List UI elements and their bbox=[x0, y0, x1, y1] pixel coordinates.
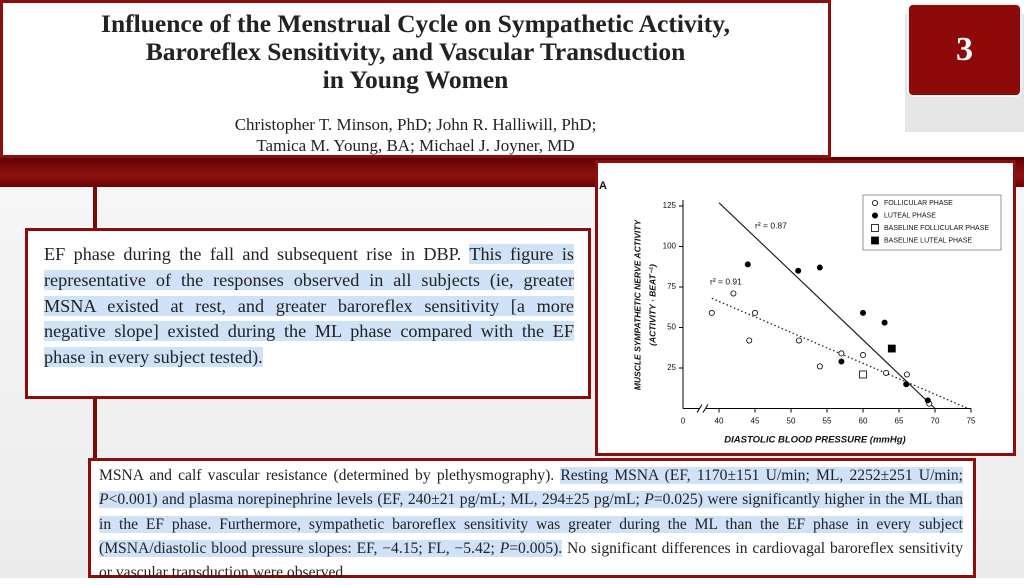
fit-line bbox=[718, 202, 936, 409]
legend-label: LUTEAL PHASE bbox=[884, 212, 936, 219]
panel-label: A bbox=[599, 180, 607, 192]
legend-marker bbox=[871, 236, 879, 245]
data-point bbox=[816, 363, 823, 370]
data-point bbox=[881, 319, 888, 326]
data-point bbox=[859, 370, 867, 379]
x-tick-label: 60 bbox=[859, 417, 868, 426]
y-tick-label: 50 bbox=[667, 323, 676, 332]
x-tick-label: 40 bbox=[715, 417, 724, 426]
legend-label: BASELINE FOLLICULAR PHASE bbox=[884, 225, 989, 232]
excerpt: MSNA and calf vascular resistance (deter… bbox=[88, 458, 976, 582]
author-line: Tamica M. Young, BA; Michael J. Joyner, … bbox=[256, 136, 575, 155]
title-line: Baroreflex Sensitivity, and Vascular Tra… bbox=[145, 37, 686, 66]
axis-break bbox=[702, 404, 709, 413]
authors: Christopher T. Minson, PhD; John R. Hall… bbox=[3, 114, 828, 156]
y-axis-label: (ACTIVITY · BEAT⁻¹) bbox=[647, 264, 657, 346]
data-point bbox=[744, 261, 751, 268]
y-axis-label: MUSCLE SYMPATHETIC NERVE ACTIVITY bbox=[632, 219, 642, 391]
data-point bbox=[730, 290, 737, 297]
text: No significant differences in cardiovaga… bbox=[99, 539, 963, 582]
legend-marker bbox=[871, 224, 879, 232]
highlighted-text: P bbox=[99, 491, 109, 509]
excerpt: EF phase during the fall and subsequent … bbox=[25, 228, 591, 399]
highlighted-text: =0.005). bbox=[509, 539, 563, 557]
y-tick-label: 125 bbox=[663, 201, 677, 210]
paper-title: Influence of the Menstrual Cycle on Symp… bbox=[3, 10, 828, 94]
y-tick-label: 100 bbox=[663, 242, 677, 251]
legend-label: FOLLICULAR PHASE bbox=[884, 200, 953, 207]
data-point bbox=[887, 344, 896, 353]
x-tick-label: 55 bbox=[823, 417, 832, 426]
text: EF phase during the fall and subsequent … bbox=[44, 244, 470, 264]
x-tick-label: 70 bbox=[931, 417, 940, 426]
legend: FOLLICULAR PHASE LUTEAL PHASE BASELINE FOL… bbox=[862, 194, 1002, 251]
annotation: r² = 0.91 bbox=[710, 276, 742, 286]
axis-break bbox=[696, 404, 703, 413]
title-line: Influence of the Menstrual Cycle on Symp… bbox=[101, 9, 730, 38]
legend-label: BASELINE LUTEAL PHASE bbox=[884, 237, 972, 244]
legend-marker bbox=[872, 199, 879, 206]
data-point bbox=[795, 337, 802, 344]
text: MSNA and calf vascular resistance (deter… bbox=[99, 467, 561, 484]
data-point bbox=[816, 264, 823, 271]
data-point bbox=[903, 381, 910, 388]
data-point bbox=[795, 267, 802, 274]
x-tick-label: 65 bbox=[895, 417, 904, 426]
x-tick-label: 45 bbox=[751, 417, 760, 426]
legend-frame bbox=[862, 194, 1002, 251]
x-tick-label: 75 bbox=[967, 417, 976, 426]
data-point bbox=[883, 369, 890, 376]
title-line: in Young Women bbox=[322, 65, 509, 94]
data-point bbox=[860, 352, 867, 359]
data-point bbox=[708, 309, 715, 316]
y-tick-label: 25 bbox=[667, 363, 676, 372]
highlighted-text: P bbox=[499, 539, 510, 557]
highlighted-text: P bbox=[644, 491, 654, 509]
annotation: r² = 0.87 bbox=[755, 220, 787, 230]
author-line: Christopher T. Minson, PhD; John R. Hall… bbox=[234, 115, 597, 134]
x-tick-label: 50 bbox=[787, 417, 796, 426]
x-tick-label: 0 bbox=[681, 417, 686, 426]
data-point bbox=[903, 371, 910, 378]
data-point bbox=[838, 358, 845, 365]
highlighted-text: Resting MSNA (EF, 1170±151 U/min; ML, 22… bbox=[560, 467, 963, 484]
x-axis-label: DIASTOLIC BLOOD PRESSURE (mmHg) bbox=[724, 435, 905, 446]
slide-number: 3 bbox=[907, 3, 1022, 97]
fit-line bbox=[711, 297, 969, 410]
highlighted-text: <0.001) and plasma norepinephrine levels… bbox=[108, 491, 645, 509]
data-point bbox=[838, 350, 845, 357]
data-point bbox=[924, 397, 931, 404]
data-point bbox=[746, 337, 753, 344]
paper-header: Influence of the Menstrual Cycle on Symp… bbox=[0, 0, 831, 158]
data-point bbox=[860, 309, 867, 316]
legend-marker bbox=[872, 212, 879, 219]
y-tick-label: 75 bbox=[667, 282, 676, 291]
data-point bbox=[752, 309, 759, 316]
